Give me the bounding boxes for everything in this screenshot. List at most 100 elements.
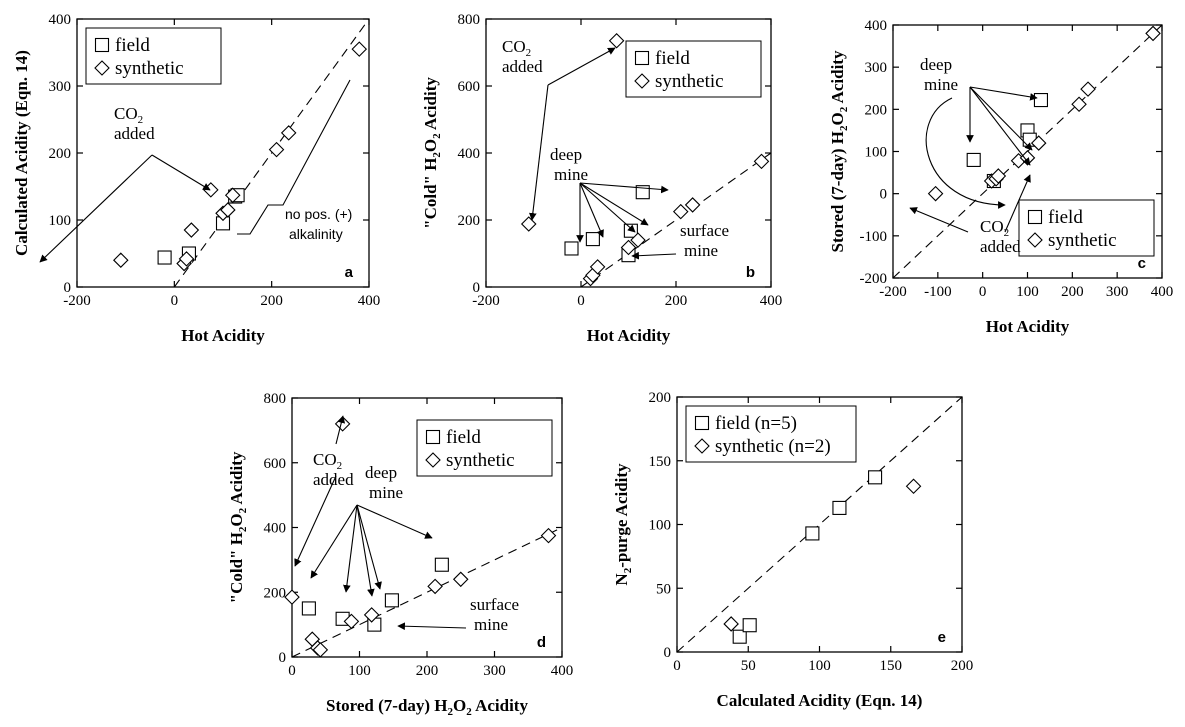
data-point-diamond — [905, 478, 922, 495]
legend-label: synthetic — [1048, 230, 1117, 251]
series-diamond — [927, 25, 1161, 202]
y-tick-label: 0 — [664, 645, 672, 661]
reference-line-1to1 — [173, 18, 370, 288]
legend-box — [416, 419, 553, 477]
data-point-diamond — [178, 251, 195, 267]
annotation-arrow — [310, 504, 358, 579]
data-point-diamond — [684, 197, 701, 213]
data-point-square — [1033, 93, 1048, 108]
annotation-line: mine — [924, 75, 958, 94]
legend-box — [685, 405, 857, 463]
data-point-square — [742, 618, 757, 633]
y-tick-label: -200 — [860, 271, 888, 287]
annotation-arrow — [969, 86, 1033, 151]
legend-box — [625, 40, 762, 98]
data-point-diamond — [113, 252, 129, 268]
x-tick-label: 200 — [951, 658, 974, 674]
annotation-arrow — [356, 504, 433, 539]
annotation-arrow — [151, 154, 211, 191]
data-point-diamond — [589, 259, 606, 275]
data-point-diamond — [224, 187, 241, 203]
data-point-diamond — [927, 185, 944, 202]
legend-label: field — [446, 427, 481, 448]
annotation-line: added — [313, 470, 354, 489]
x-tick-label: 0 — [288, 663, 296, 679]
y-tick-label: 0 — [279, 650, 287, 666]
legend-square-icon — [694, 415, 710, 431]
annotation-arrow — [335, 415, 346, 445]
y-axis-label: N2-purge Acidity — [612, 463, 634, 586]
y-tick-label: 100 — [49, 213, 72, 229]
data-point-square — [564, 241, 579, 256]
y-tick-label: 200 — [649, 390, 672, 406]
annotation-line: mine — [369, 483, 403, 502]
annotation-arrow — [356, 504, 382, 590]
x-tick-label: 200 — [1061, 284, 1084, 300]
legend-diamond-icon — [1027, 232, 1043, 248]
y-tick-label: 100 — [865, 145, 888, 161]
legend-label: field — [115, 35, 150, 56]
annotation-line: surface — [680, 221, 729, 240]
legend-label: field (n=5) — [715, 413, 797, 434]
x-tick-label: -200 — [879, 284, 907, 300]
x-tick-label: 0 — [577, 293, 585, 309]
data-point-diamond — [220, 202, 236, 218]
data-point-diamond — [183, 222, 200, 238]
annotation-arrow — [528, 84, 549, 221]
data-point-diamond — [363, 607, 380, 623]
annotation-line: deep — [550, 145, 582, 164]
x-tick-label: -100 — [924, 284, 952, 300]
legend-box — [85, 27, 222, 85]
annotation-arrow — [579, 182, 636, 233]
x-tick-label: 0 — [673, 658, 681, 674]
y-tick-label: 400 — [49, 12, 72, 28]
annotation-line: alkalinity — [289, 226, 343, 242]
annotation-arrow — [356, 504, 375, 597]
x-tick-label: 100 — [1016, 284, 1039, 300]
legend-label: synthetic — [115, 58, 184, 79]
series-diamond — [284, 416, 557, 658]
data-point-diamond — [520, 216, 537, 232]
legend-square-icon — [425, 429, 441, 445]
legend-box — [1018, 199, 1155, 257]
y-tick-label: -100 — [860, 229, 888, 245]
series-square — [732, 470, 883, 644]
annotation-arrow — [909, 207, 969, 233]
y-tick-label: 800 — [458, 12, 481, 28]
legend-diamond-icon — [94, 60, 110, 76]
data-point-square — [966, 152, 981, 167]
x-tick-label: 300 — [1106, 284, 1129, 300]
x-tick-label: 200 — [416, 663, 439, 679]
x-tick-label: 0 — [171, 293, 179, 309]
data-point-diamond — [268, 141, 285, 158]
reference-line-1to1 — [676, 396, 963, 653]
y-tick-label: 400 — [264, 521, 287, 537]
annotation-arrow — [397, 622, 467, 631]
panel-label: d — [537, 634, 546, 651]
y-tick-label: 800 — [264, 391, 287, 407]
y-axis-label: "Cold" H2O2 Acidity — [421, 77, 443, 229]
data-point-diamond — [312, 642, 329, 658]
series-diamond — [520, 32, 770, 287]
data-point-diamond — [672, 203, 689, 220]
reference-line-1to1 — [291, 527, 563, 658]
x-tick-label: 400 — [760, 293, 783, 309]
annotation-line: mine — [554, 165, 588, 184]
x-axis-label: Hot Acidity — [181, 326, 265, 345]
annotation-line: added — [980, 237, 1021, 256]
annotation-line: surface — [470, 595, 519, 614]
series-square — [564, 185, 650, 263]
annotation-arrow — [343, 504, 358, 593]
data-point-square — [301, 601, 316, 616]
data-point-diamond — [753, 153, 770, 170]
series-diamond — [723, 478, 922, 632]
legend-label: synthetic — [655, 71, 724, 92]
legend-square-icon — [1027, 209, 1043, 225]
x-tick-label: 200 — [665, 293, 688, 309]
